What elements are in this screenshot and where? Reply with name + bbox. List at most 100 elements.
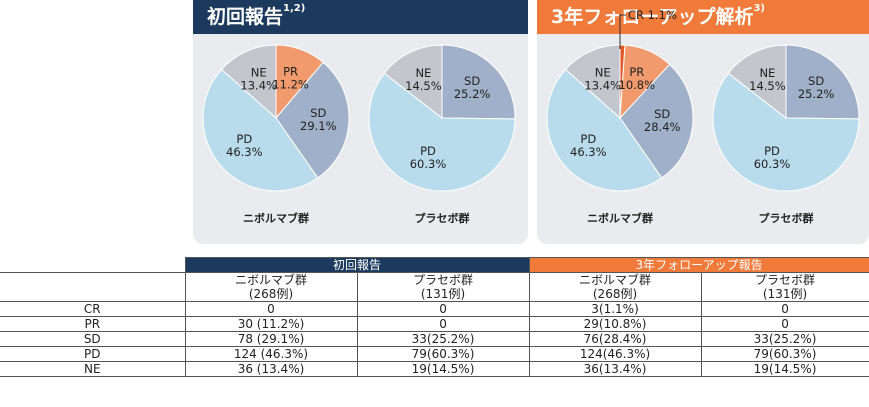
pie-label-pr: PR 10.8%: [619, 65, 656, 92]
table-cell: 0: [356, 316, 530, 332]
pie-label-value: 11.2%: [272, 77, 309, 91]
pie-label-value: 10.8%: [619, 78, 656, 92]
pie-label-pd: PD 60.3%: [754, 144, 791, 171]
pie-slice-pd: [202, 68, 319, 192]
table-cell: 79(60.3%): [700, 346, 869, 362]
table-cell: 36(13.4%): [528, 361, 702, 377]
pie-label-category: NE: [251, 65, 267, 79]
column-group-n: (131例): [762, 287, 808, 301]
panel-followup-title: 3年フォローアップ解析: [551, 6, 754, 28]
column-group-name: プラセボ群: [413, 273, 474, 288]
panel-initial-header: 初回報告1,2): [193, 0, 528, 34]
table-group-header-followup: 3年フォローアップ報告: [528, 257, 869, 273]
response-table: 初回報告 3年フォローアップ報告 ニボルマブ群 (268例) プラセボ群 (131例…: [0, 257, 869, 377]
table-cell: 79(60.3%): [356, 346, 530, 362]
pie-slice-pd: [712, 72, 860, 192]
pie-label-category: PR: [629, 65, 644, 79]
row-label: PD: [0, 346, 186, 362]
pie-chart-followup-nivolumab: PR 10.8% SD 28.4% PD 46.3% NE 13.4% CR 1.1% ニボルマブ…: [546, 8, 694, 225]
pie-group-label: ニボルマブ群: [587, 211, 653, 225]
pie-label-value: 46.3%: [226, 145, 263, 159]
pie-label-pd: PD 60.3%: [410, 144, 447, 171]
table-cell: 0: [700, 301, 869, 317]
pie-label-pd: PD 46.3%: [570, 132, 607, 159]
pie-label-category: NE: [759, 66, 775, 80]
table-row: PD 124 (46.3%) 79(60.3%) 124(46.3%) 79(6…: [0, 346, 869, 362]
pie-label-category: NE: [595, 65, 611, 79]
table-column-header: プラセボ群 (131例): [700, 272, 869, 302]
table-column-header: ニボルマブ群 (268例): [528, 272, 702, 302]
pie-slice-ne: [727, 44, 787, 120]
table-group-header-row: 初回報告 3年フォローアップ報告: [0, 257, 869, 273]
pie-slice-pd: [546, 68, 663, 192]
pie-chart-followup-placebo: SD 25.2% PD 60.3% NE 14.5% プラセボ群: [712, 44, 860, 225]
table-cell: 76(28.4%): [528, 331, 702, 347]
pie-label-category: PD: [236, 132, 252, 146]
pie-label-value: 29.1%: [300, 119, 337, 133]
column-group-n: (268例): [248, 287, 294, 301]
pie-chart-initial-placebo: SD 25.2% PD 60.3% NE 14.5% プラセボ群: [368, 44, 516, 225]
table-row: CR 0 0 3(1.1%) 0: [0, 301, 869, 317]
pie-label-category: NE: [415, 66, 431, 80]
pie-slice-sd: [275, 61, 350, 179]
pie-label-ne: NE 13.4%: [240, 65, 277, 92]
table-column-header: プラセボ群 (131例): [356, 272, 530, 302]
pie-slice-sd: [619, 63, 694, 179]
pie-slice-ne: [383, 44, 443, 120]
pie-label-ne: NE 13.4%: [584, 65, 621, 92]
pie-label-value: 13.4%: [240, 78, 277, 92]
callout-cr-label: CR 1.1%: [628, 8, 677, 22]
pie-label-value: 60.3%: [754, 157, 791, 171]
table-cell: 0: [184, 301, 358, 317]
pie-slice-sd: [785, 44, 860, 120]
table-label-header: [0, 272, 186, 302]
pie-label-value: 14.5%: [749, 79, 786, 93]
pie-chart-initial-nivolumab: PR 11.2% SD 29.1% PD 46.3% NE 13.4% ニボルマブ群: [202, 44, 350, 225]
table-row: PR 30 (11.2%) 0 29(10.8%) 0: [0, 316, 869, 332]
table-column-header-row: ニボルマブ群 (268例) プラセボ群 (131例) ニボルマブ群 (268例) プラ…: [0, 272, 869, 302]
pie-label-value: 28.4%: [644, 120, 681, 134]
callout-line: [619, 14, 626, 49]
table-cell: 19(14.5%): [700, 361, 869, 377]
panel-followup-header: 3年フォローアップ解析3): [537, 0, 869, 34]
pie-group-label: プラセボ群: [759, 211, 814, 225]
table-row: NE 36 (13.4%) 19(14.5%) 36(13.4%) 19(14.…: [0, 361, 869, 377]
panel-initial-title-sup: 1,2): [283, 3, 306, 14]
table-cell: 78 (29.1%): [184, 331, 358, 347]
pie-label-value: 14.5%: [405, 79, 442, 93]
pie-label-sd: SD 25.2%: [798, 74, 835, 101]
table-cell: 0: [356, 301, 530, 317]
column-group-name: ニボルマブ群: [579, 273, 652, 288]
pie-slice-sd: [441, 44, 516, 120]
pie-label-sd: SD 29.1%: [300, 106, 337, 133]
pie-label-ne: NE 14.5%: [405, 66, 442, 93]
column-group-name: ニボルマブ群: [234, 273, 307, 288]
row-label: NE: [0, 361, 186, 377]
pie-label-pr: PR 11.2%: [272, 64, 309, 91]
pie-label-category: PD: [764, 144, 780, 158]
table-group-header-initial: 初回報告: [184, 257, 530, 273]
table-cell: 124(46.3%): [528, 346, 702, 362]
column-group-n: (131例): [420, 287, 466, 301]
pie-label-value: 46.3%: [570, 145, 607, 159]
table-cell: 30 (11.2%): [184, 316, 358, 332]
pie-group-label: ニボルマブ群: [243, 211, 309, 225]
row-label: PR: [0, 316, 186, 332]
table-row: SD 78 (29.1%) 33(25.2%) 76(28.4%) 33(25.…: [0, 331, 869, 347]
table-cell: 36 (13.4%): [184, 361, 358, 377]
pie-label-category: SD: [310, 106, 326, 120]
panel-followup-title-sup: 3): [753, 3, 765, 14]
table-corner: [0, 258, 185, 273]
table-cell: 33(25.2%): [700, 331, 869, 347]
table-cell: 124 (46.3%): [184, 346, 358, 362]
pie-group-label: プラセボ群: [415, 211, 470, 225]
pie-slice-ne: [220, 44, 277, 120]
pie-label-ne: NE 14.5%: [749, 66, 786, 93]
pie-label-category: SD: [808, 74, 824, 88]
pie-label-category: PR: [283, 64, 298, 78]
table-cell: 19(14.5%): [356, 361, 530, 377]
pie-label-category: PD: [580, 132, 596, 146]
pie-label-sd: SD 28.4%: [644, 107, 681, 134]
pie-label-category: SD: [464, 74, 480, 88]
table-column-header: ニボルマブ群 (268例): [184, 272, 358, 302]
